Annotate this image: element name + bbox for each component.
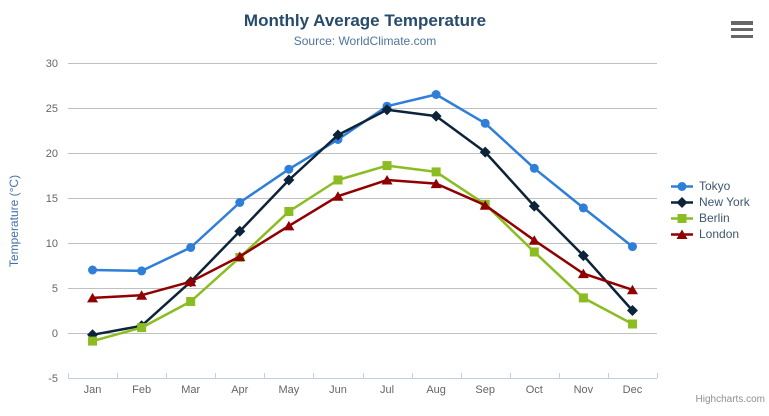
- legend-item-tokyo[interactable]: Tokyo: [670, 179, 750, 193]
- legend-marker-circle-icon: [671, 181, 693, 191]
- x-axis-labels: Jan Feb Mar Apr May Jun Jul Aug Sep Oct Nov Dec: [84, 384, 643, 396]
- svg-text:30: 30: [46, 58, 58, 70]
- series-new-york[interactable]: [87, 104, 638, 341]
- hamburger-menu-icon: [731, 27, 753, 32]
- legend-marker-square-icon: [671, 213, 693, 223]
- svg-text:20: 20: [46, 148, 58, 160]
- legend: Tokyo New York Berlin London: [670, 179, 750, 241]
- series-london[interactable]: [87, 175, 638, 303]
- context-menu-button[interactable]: [731, 21, 753, 38]
- svg-text:Feb: Feb: [132, 384, 151, 396]
- svg-text:-5: -5: [48, 373, 58, 385]
- svg-text:10: 10: [46, 238, 58, 250]
- gridlines: [68, 63, 657, 334]
- legend-label: New York: [699, 195, 750, 209]
- y-axis-labels: -5 0 5 10 15 20 25 30: [46, 58, 58, 385]
- hamburger-menu-icon: [731, 34, 753, 38]
- legend-label: London: [699, 227, 740, 241]
- svg-text:5: 5: [52, 283, 58, 295]
- svg-text:25: 25: [46, 103, 58, 115]
- svg-text:Mar: Mar: [181, 384, 200, 396]
- svg-text:Nov: Nov: [574, 384, 594, 396]
- svg-text:May: May: [278, 384, 299, 396]
- svg-text:Aug: Aug: [426, 384, 446, 396]
- svg-text:0: 0: [52, 328, 58, 340]
- svg-text:Jan: Jan: [84, 384, 102, 396]
- svg-text:Jul: Jul: [380, 384, 394, 396]
- legend-item-new-york[interactable]: New York: [670, 195, 750, 209]
- svg-text:15: 15: [46, 193, 58, 205]
- legend-label: Tokyo: [699, 179, 731, 193]
- legend-item-berlin[interactable]: Berlin: [670, 211, 750, 225]
- svg-text:Oct: Oct: [526, 384, 543, 396]
- svg-text:Sep: Sep: [475, 384, 495, 396]
- svg-text:Jun: Jun: [329, 384, 347, 396]
- hamburger-menu-icon: [731, 21, 753, 25]
- svg-text:Dec: Dec: [623, 384, 643, 396]
- y-axis-title: Temperature (°C): [7, 174, 21, 268]
- chart-title: Monthly Average Temperature: [243, 11, 487, 30]
- legend-item-london[interactable]: London: [670, 227, 750, 241]
- legend-label: Berlin: [699, 211, 730, 225]
- highcharts-credit[interactable]: Highcharts.com: [695, 394, 765, 405]
- legend-marker-triangle-icon: [671, 229, 693, 239]
- chart-subtitle: Source: WorldClimate.com: [293, 34, 437, 48]
- legend-marker-diamond-icon: [671, 196, 693, 208]
- svg-text:Apr: Apr: [231, 384, 248, 396]
- x-axis: [68, 373, 658, 379]
- series-tokyo[interactable]: [88, 90, 637, 276]
